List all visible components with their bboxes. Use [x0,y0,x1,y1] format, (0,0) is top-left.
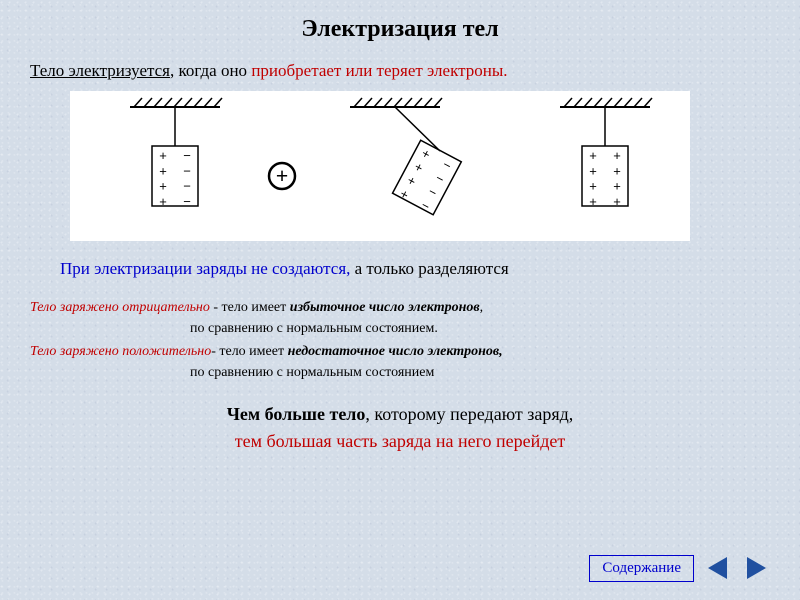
caption-separation: При электризации заряды не создаются, а … [60,259,770,279]
svg-text:−: − [419,197,433,214]
svg-text:−: − [183,194,191,209]
neg-tail: по сравнению с нормальным состоянием. [190,321,438,336]
pos-em: недостаточное число электронов, [288,344,503,359]
slide-content: Электризация тел Тело электризуется, ког… [0,0,800,475]
svg-text:+: + [397,186,411,203]
concl-bold: Чем больше тело [227,404,366,424]
svg-text:+: + [589,194,597,209]
svg-text:−: − [183,163,191,178]
svg-text:−: − [183,148,191,163]
pos-mid: - тело имеет [211,344,287,359]
svg-text:+: + [589,148,597,163]
pendulum-diagram: +−+−+−+−+−+−+−+−+++++++++ [70,91,690,241]
prev-button[interactable] [704,554,732,582]
neg-em: избыточное число электронов [290,300,480,315]
negative-charge-para: Тело заряжено отрицательно - тело имеет … [30,297,770,339]
diagram-svg: +−+−+−+−+−+−+−+−+++++++++ [70,91,690,241]
definition-red: приобретает или теряет электроны. [251,61,507,80]
svg-text:+: + [589,179,597,194]
caption-black: а только разделяются [355,259,509,278]
pos-label: Тело заряжено положительно [30,344,211,359]
neg-comma: , [480,300,484,315]
svg-text:+: + [159,194,167,209]
svg-text:+: + [613,163,621,178]
definition-mid: , когда оно [170,61,251,80]
slide-title: Электризация тел [30,16,770,43]
positive-charge-para: Тело заряжено положительно- тело имеет н… [30,341,770,383]
svg-text:+: + [276,163,289,188]
triangle-right-icon [743,555,769,581]
nav-bar: Содержание [589,554,770,582]
definition-line: Тело электризуется, когда оно приобретае… [30,61,770,81]
pos-tail: по сравнению с нормальным состоянием [190,365,434,380]
next-button[interactable] [742,554,770,582]
definition-subject: Тело электризуется [30,61,170,80]
svg-text:+: + [613,179,621,194]
contents-button[interactable]: Содержание [589,555,694,582]
svg-text:+: + [613,148,621,163]
svg-text:+: + [159,148,167,163]
concl-red: тем большая часть заряда на него перейде… [235,431,566,451]
svg-text:+: + [159,179,167,194]
caption-blue: При электризации заряды не создаются, [60,259,355,278]
svg-text:−: − [183,179,191,194]
svg-text:+: + [589,163,597,178]
neg-label: Тело заряжено отрицательно [30,300,210,315]
svg-text:+: + [159,163,167,178]
triangle-left-icon [705,555,731,581]
concl-mid: , которому передают заряд, [365,404,573,424]
neg-mid: - тело имеет [210,300,290,315]
conclusion: Чем больше тело, которому передают заряд… [30,401,770,455]
svg-text:+: + [613,194,621,209]
